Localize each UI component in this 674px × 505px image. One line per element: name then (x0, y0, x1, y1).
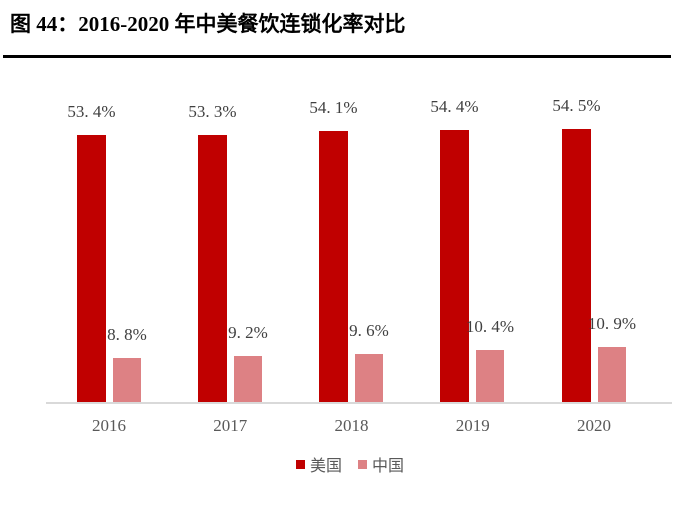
cn-bar-label-2019: 10. 4% (465, 317, 515, 336)
cn-bar-2019 (476, 350, 504, 402)
cn-bar-label-2018: 9. 6% (349, 321, 389, 340)
legend-swatch-cn (358, 459, 367, 469)
cn-bar-2017 (234, 356, 262, 402)
x-axis-line (46, 402, 672, 404)
legend-item-cn: 中国 (358, 452, 404, 476)
x-tick-2016: 2016 (92, 416, 126, 435)
us-bar-2020 (562, 129, 591, 402)
x-tick-2018: 2018 (334, 416, 369, 435)
us-bar-label-2020: 54. 5% (552, 96, 601, 115)
us-bar-label-2019: 54. 4% (430, 97, 479, 116)
x-tick-2017: 2017 (213, 416, 248, 435)
chart-legend: 美国 中国 (38, 453, 662, 475)
us-bar-2019 (440, 130, 469, 402)
title-divider (3, 55, 671, 58)
cn-bar-label-2016: 8. 8% (107, 325, 147, 344)
us-bar-label-2016: 53. 4% (67, 102, 116, 121)
us-bar-2018 (319, 131, 348, 402)
legend-item-us: 美国 (295, 452, 342, 476)
legend-label-cn: 中国 (372, 458, 405, 475)
cn-bar-label-2020: 10. 9% (587, 314, 637, 333)
cn-bar-2018 (355, 354, 383, 402)
legend-label-us: 美国 (309, 458, 342, 475)
cn-bar-2020 (598, 347, 626, 402)
x-tick-2019: 2019 (455, 416, 490, 435)
x-tick-2020: 2020 (577, 416, 611, 435)
us-bar-2016 (77, 135, 106, 402)
us-bar-2017 (198, 135, 227, 402)
cn-bar-label-2017: 9. 2% (228, 323, 268, 342)
figure-title: 图 44：2016-2020 年中美餐饮连锁化率对比 (10, 12, 406, 36)
cn-bar-2016 (113, 358, 141, 402)
legend-swatch-us (295, 459, 305, 469)
us-bar-label-2018: 54. 1% (309, 98, 358, 117)
us-bar-label-2017: 53. 3% (188, 102, 237, 121)
